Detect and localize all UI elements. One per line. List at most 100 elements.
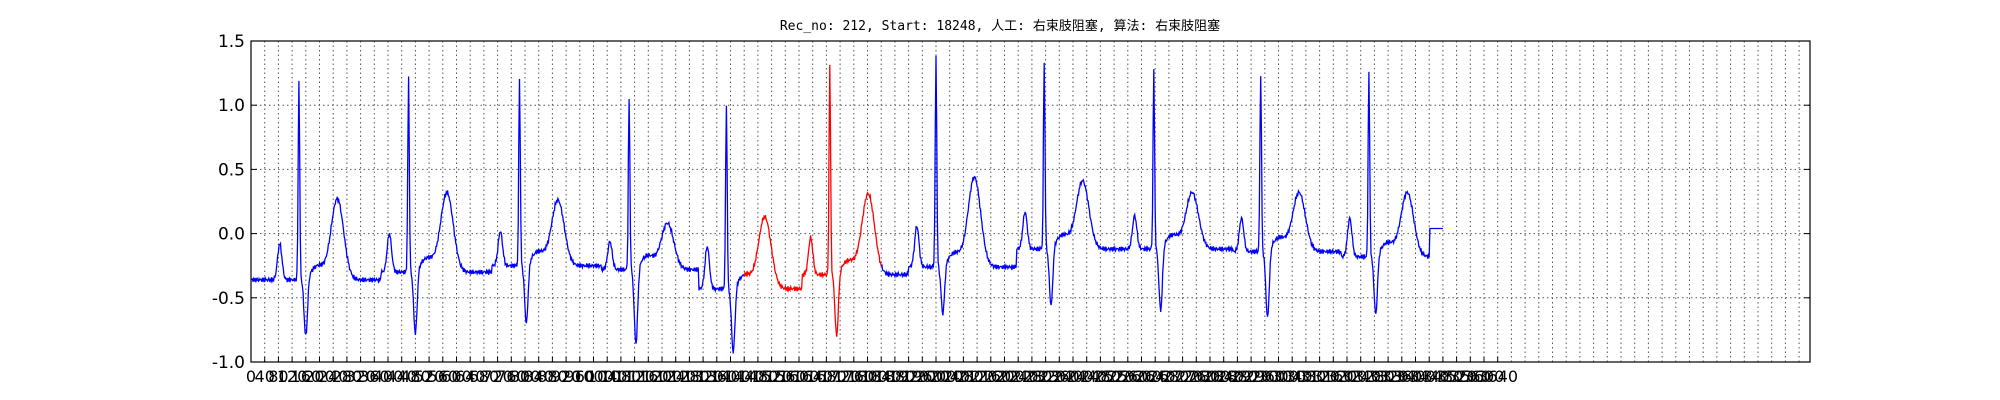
x-tick-label: 3560 bbox=[1450, 367, 1491, 386]
x-tick-label: 80 bbox=[268, 367, 288, 386]
x-tick-label: 3040 bbox=[1272, 367, 1313, 386]
x-tick-label: 2920 bbox=[1231, 367, 1272, 386]
x-tick-label: 1440 bbox=[724, 367, 765, 386]
x-tick-label: 3640 bbox=[1477, 367, 1518, 386]
x-tick-label: 520 bbox=[414, 367, 445, 386]
x-tick-label: 1200 bbox=[642, 367, 683, 386]
x-tick-label: 1080 bbox=[601, 367, 642, 386]
y-tick-label: -0.5 bbox=[212, 289, 245, 309]
x-tick-label: 1680 bbox=[806, 367, 847, 386]
x-tick-label: 2200 bbox=[984, 367, 1025, 386]
x-tick-label: 1040 bbox=[587, 367, 628, 386]
x-tick-label: 2480 bbox=[1080, 367, 1121, 386]
x-tick-label: 1160 bbox=[628, 367, 669, 386]
x-tick-label: 120 bbox=[277, 367, 308, 386]
chart-title: Rec_no: 212, Start: 18248, 人工: 右束肢阻塞, 算法… bbox=[780, 18, 1220, 34]
x-tick-label: 1400 bbox=[710, 367, 751, 386]
ecg-series-after bbox=[880, 55, 1443, 317]
x-tick-label: 2760 bbox=[1176, 367, 1217, 386]
x-tick-label: 2680 bbox=[1149, 367, 1190, 386]
x-tick-label: 640 bbox=[455, 367, 486, 386]
x-tick-label: 2640 bbox=[1135, 367, 1176, 386]
x-tick-label: 920 bbox=[551, 367, 582, 386]
x-tick-label: 1000 bbox=[573, 367, 614, 386]
x-tick-label: 2360 bbox=[1039, 367, 1080, 386]
x-tick-label: 1560 bbox=[765, 367, 806, 386]
x-tick-label: 2960 bbox=[1244, 367, 1285, 386]
y-tick-label: -1.0 bbox=[212, 353, 245, 373]
y-tick-label: 1.0 bbox=[218, 96, 245, 116]
y-tick-label: 1.5 bbox=[218, 32, 245, 52]
x-tick-label: 3120 bbox=[1299, 367, 1340, 386]
x-tick-label: 720 bbox=[482, 367, 513, 386]
x-tick-label: 960 bbox=[565, 367, 596, 386]
x-tick-label: 240 bbox=[318, 367, 349, 386]
x-axis: 0408012016020024028032036040044048052056… bbox=[246, 357, 1518, 386]
x-tick-label: 2800 bbox=[1190, 367, 1231, 386]
x-tick-label: 3480 bbox=[1423, 367, 1464, 386]
x-tick-label: 1240 bbox=[655, 367, 696, 386]
x-tick-label: 360 bbox=[359, 367, 390, 386]
x-tick-label: 1720 bbox=[820, 367, 861, 386]
x-tick-label: 2840 bbox=[1203, 367, 1244, 386]
x-tick-label: 1480 bbox=[738, 367, 779, 386]
x-tick-label: 3400 bbox=[1395, 367, 1436, 386]
x-tick-label: 3320 bbox=[1368, 367, 1409, 386]
x-tick-label: 3520 bbox=[1436, 367, 1477, 386]
x-tick-label: 200 bbox=[304, 367, 335, 386]
x-tick-label: 3280 bbox=[1354, 367, 1395, 386]
x-tick-label: 160 bbox=[291, 367, 322, 386]
x-tick-label: 3200 bbox=[1327, 367, 1368, 386]
x-tick-label: 1360 bbox=[696, 367, 737, 386]
x-tick-label: 2880 bbox=[1217, 367, 1258, 386]
x-tick-label: 2320 bbox=[1025, 367, 1066, 386]
x-tick-label: 3360 bbox=[1381, 367, 1422, 386]
x-tick-label: 3080 bbox=[1286, 367, 1327, 386]
x-tick-label: 1280 bbox=[669, 367, 710, 386]
x-tick-label: 2240 bbox=[998, 367, 1039, 386]
x-tick-label: 3440 bbox=[1409, 367, 1450, 386]
y-axis: 1.5 1.0 0.5 0.0 -0.5 -1.0 bbox=[212, 32, 1810, 373]
x-tick-label: 600 bbox=[441, 367, 472, 386]
x-tick-label: 1960 bbox=[902, 367, 943, 386]
x-tick-label: 1920 bbox=[888, 367, 929, 386]
x-tick-label: 400 bbox=[373, 367, 404, 386]
x-tick-label: 1800 bbox=[847, 367, 888, 386]
y-tick-label: 0.5 bbox=[218, 160, 245, 180]
x-tick-label: 800 bbox=[510, 367, 541, 386]
x-tick-label: 320 bbox=[345, 367, 376, 386]
x-tick-label: 280 bbox=[332, 367, 363, 386]
plot-frame bbox=[250, 40, 1811, 363]
x-tick-label: 2520 bbox=[1094, 367, 1135, 386]
x-tick-label: 480 bbox=[400, 367, 431, 386]
x-tick-label: 2000 bbox=[916, 367, 957, 386]
x-tick-label: 40 bbox=[255, 367, 275, 386]
x-tick-label: 560 bbox=[428, 367, 459, 386]
x-tick-label: 1520 bbox=[751, 367, 792, 386]
x-tick-label: 2080 bbox=[943, 367, 984, 386]
x-tick-label: 880 bbox=[537, 367, 568, 386]
ecg-series-before bbox=[250, 76, 745, 354]
x-tick-label: 3160 bbox=[1313, 367, 1354, 386]
x-tick-label: 1640 bbox=[792, 367, 833, 386]
x-tick-label: 1880 bbox=[875, 367, 916, 386]
x-tick-label: 2440 bbox=[1066, 367, 1107, 386]
x-tick-label: 0 bbox=[246, 367, 256, 386]
x-tick-label: 2040 bbox=[929, 367, 970, 386]
x-tick-label: 1120 bbox=[614, 367, 655, 386]
x-tick-label: 3000 bbox=[1258, 367, 1299, 386]
x-tick-label: 760 bbox=[496, 367, 527, 386]
x-tick-label: 2160 bbox=[970, 367, 1011, 386]
x-tick-label: 3600 bbox=[1464, 367, 1505, 386]
y-tick-label: 0.0 bbox=[218, 225, 245, 245]
x-tick-label: 2720 bbox=[1162, 367, 1203, 386]
x-tick-label: 2560 bbox=[1107, 367, 1148, 386]
x-tick-label: 440 bbox=[386, 367, 417, 386]
x-tick-label: 840 bbox=[523, 367, 554, 386]
signal-layer bbox=[250, 55, 1443, 354]
x-tick-label: 3240 bbox=[1340, 367, 1381, 386]
grid-layer bbox=[251, 41, 1810, 362]
x-tick-label: 2120 bbox=[957, 367, 998, 386]
x-tick-label: 2280 bbox=[1012, 367, 1053, 386]
